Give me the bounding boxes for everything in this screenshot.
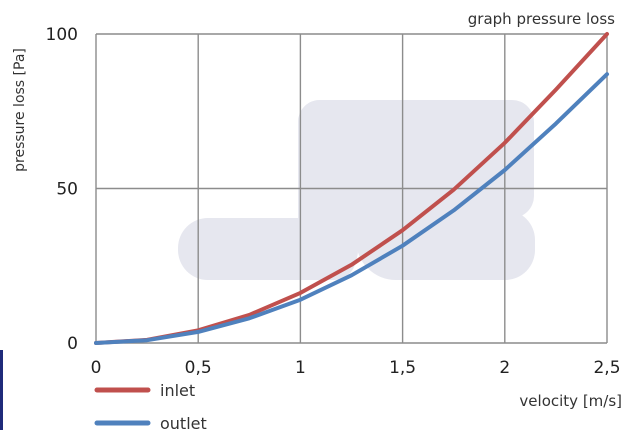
series-lines xyxy=(94,32,609,345)
grid-lines xyxy=(95,33,608,344)
y-tick-label-1: 50 xyxy=(56,180,78,200)
series-line-outlet xyxy=(94,72,609,345)
watermark-shape-right-bottom xyxy=(420,210,535,280)
tick-labels: 0 0,5 1 1,5 2 2,5 0 50 100 xyxy=(46,25,621,378)
y-axis-label: pressure loss [Pa] xyxy=(12,48,28,172)
x-tick-label-4: 2 xyxy=(499,358,510,378)
legend: inlet outlet xyxy=(94,381,207,430)
y-tick-label-2: 100 xyxy=(46,25,78,45)
x-tick-label-5: 2,5 xyxy=(593,358,620,378)
watermark-shape-bottom-left xyxy=(178,218,358,280)
left-accent-bar xyxy=(0,350,3,430)
x-tick-label-2: 1 xyxy=(295,358,306,378)
x-tick-label-1: 0,5 xyxy=(185,358,212,378)
x-tick-label-3: 1,5 xyxy=(389,358,416,378)
legend-label-inlet: inlet xyxy=(160,381,195,400)
x-axis-label: velocity [m/s] xyxy=(519,392,622,410)
legend-label-outlet: outlet xyxy=(160,414,207,430)
chart-title: graph pressure loss xyxy=(468,10,615,28)
x-tick-label-0: 0 xyxy=(91,358,102,378)
y-tick-label-0: 0 xyxy=(67,334,78,354)
